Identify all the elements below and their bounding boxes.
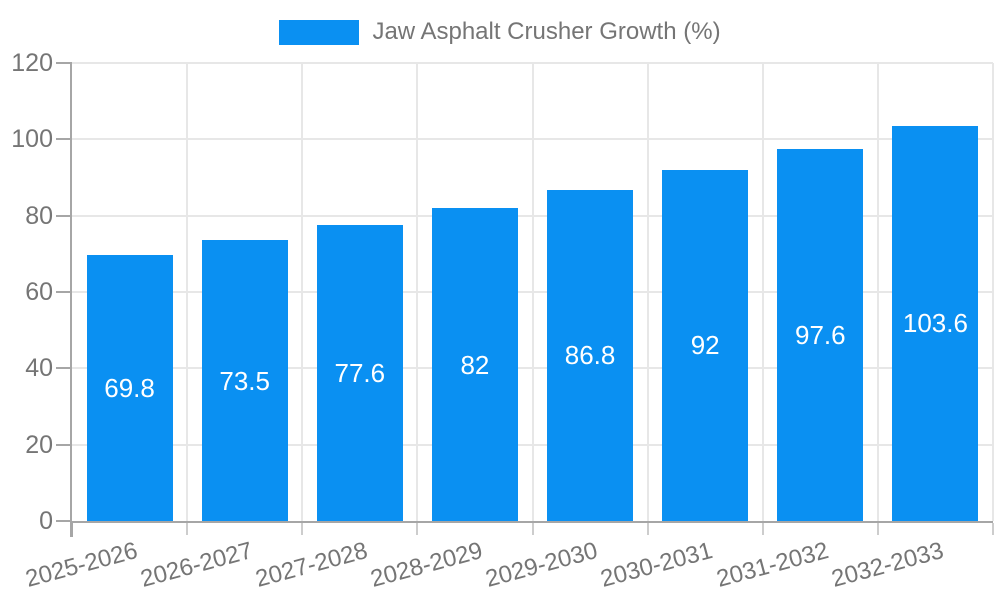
bar-value-label: 73.5 xyxy=(219,365,270,396)
bar[interactable]: 103.6 xyxy=(892,125,979,521)
bar[interactable]: 77.6 xyxy=(316,224,403,521)
x-tick-mark xyxy=(71,523,73,537)
bar-value-label: 86.8 xyxy=(564,340,616,371)
bar[interactable]: 97.6 xyxy=(777,148,864,521)
x-tick-mark xyxy=(761,523,764,535)
bar[interactable]: 73.5 xyxy=(201,240,288,521)
bar[interactable]: 82 xyxy=(431,208,518,521)
y-axis-tick-label: 40 xyxy=(25,354,53,383)
x-axis-label: 2030-2031 xyxy=(598,537,716,593)
y-tick-mark xyxy=(56,520,72,522)
x-tick-mark xyxy=(416,523,419,535)
y-axis-tick-label: 100 xyxy=(11,125,53,154)
x-axis-label: 2029-2030 xyxy=(482,537,601,593)
x-tick-mark xyxy=(531,523,534,535)
legend-swatch xyxy=(279,19,360,45)
y-axis-tick-label: 0 xyxy=(39,507,53,535)
y-tick-mark xyxy=(56,138,72,141)
x-axis-label: 2027-2028 xyxy=(252,537,371,593)
bar-value-label: 103.6 xyxy=(902,308,968,339)
y-axis-line xyxy=(70,63,72,537)
bar-value-label: 69.8 xyxy=(104,372,155,403)
bar-value-label: 77.6 xyxy=(334,357,386,388)
v-gridline xyxy=(646,63,649,521)
x-tick-mark xyxy=(876,523,879,535)
bar[interactable]: 69.8 xyxy=(86,254,173,521)
y-tick-mark xyxy=(56,443,72,446)
plot-area: 69.8 73.5 77.6 82 86.8 92 97.6 103.6 xyxy=(72,62,994,523)
v-gridline xyxy=(761,63,764,521)
v-gridline xyxy=(531,63,534,521)
bar[interactable]: 92 xyxy=(662,169,749,521)
y-tick-mark xyxy=(56,214,72,217)
x-tick-mark xyxy=(186,523,189,535)
y-axis-tick-label: 60 xyxy=(25,278,53,306)
v-gridline xyxy=(301,63,304,521)
x-axis-label: 2025-2026 xyxy=(22,537,141,593)
bar-value-label: 92 xyxy=(690,330,720,361)
bar[interactable]: 86.8 xyxy=(547,189,634,521)
x-tick-mark xyxy=(992,523,994,535)
y-tick-mark xyxy=(56,367,72,370)
y-axis-tick-label: 20 xyxy=(25,430,53,459)
bar-value-label: 97.6 xyxy=(795,319,846,350)
x-axis-label: 2032-2033 xyxy=(828,537,947,593)
v-gridline xyxy=(876,63,879,521)
x-axis-label: 2028-2029 xyxy=(367,537,486,593)
legend-label: Jaw Asphalt Crusher Growth (%) xyxy=(372,18,721,45)
v-gridline xyxy=(186,63,189,521)
y-axis-tick-label: 80 xyxy=(25,201,53,230)
bar-value-label: 82 xyxy=(460,349,490,380)
legend[interactable]: Jaw Asphalt Crusher Growth (%) xyxy=(0,18,1000,46)
x-axis-label: 2031-2032 xyxy=(713,537,832,593)
x-tick-mark xyxy=(301,523,304,535)
x-axis-label: 2026-2027 xyxy=(137,537,256,593)
v-gridline xyxy=(416,63,419,521)
x-tick-mark xyxy=(646,523,649,535)
y-tick-mark xyxy=(56,62,72,64)
y-tick-mark xyxy=(56,291,72,293)
v-gridline xyxy=(992,63,994,521)
y-axis-tick-label: 120 xyxy=(11,49,53,77)
